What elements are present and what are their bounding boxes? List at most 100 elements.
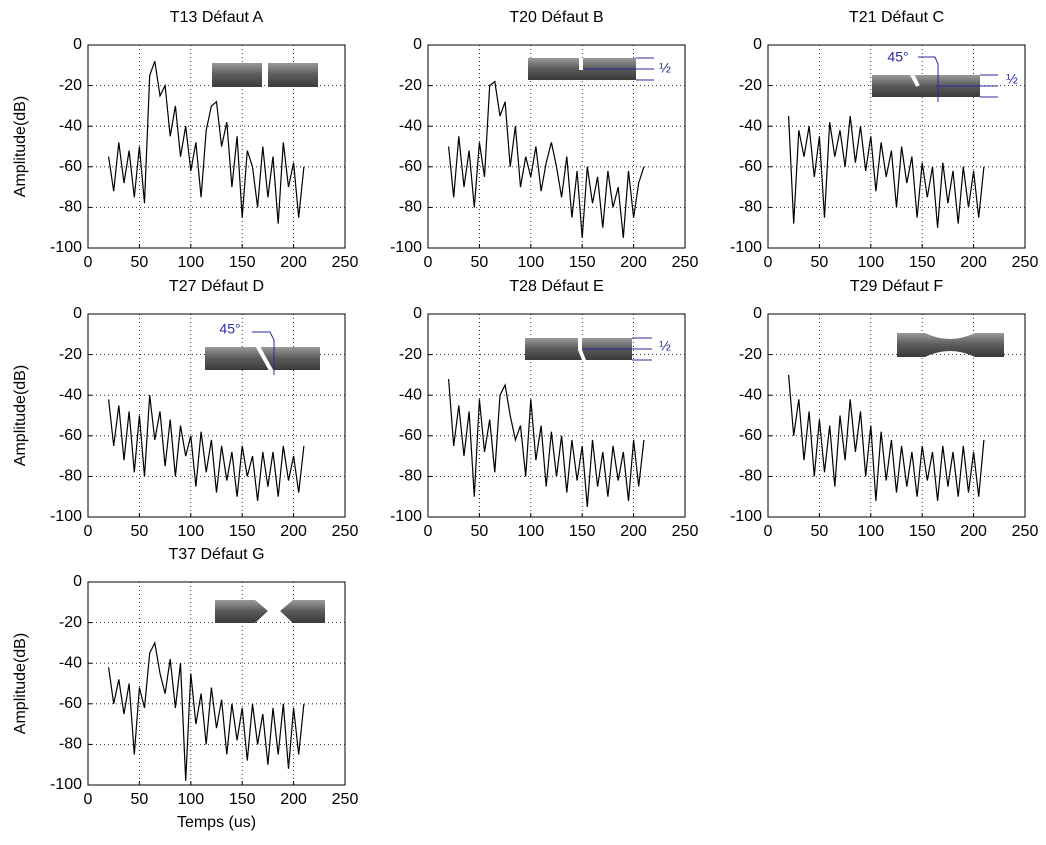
signal-line: [448, 80, 645, 238]
x-tick-label: 100: [517, 523, 544, 540]
x-tick-label: 50: [131, 523, 149, 540]
y-tick-label: -100: [50, 776, 82, 793]
plots: 0 50 100 150 200 250 -100 -80 -60 -40 -20 0 T13 Défa…: [12, 9, 1038, 831]
x-tick-label: 150: [229, 791, 256, 808]
axes-frame: [427, 44, 686, 249]
y-tick-label: 0: [753, 36, 762, 53]
y-tick-label: -80: [739, 468, 762, 485]
inset-d: [205, 331, 320, 375]
x-tick-label: 150: [229, 254, 256, 271]
x-tick-label: 100: [857, 254, 884, 271]
y-tick-label: -60: [739, 158, 762, 175]
x-tick-label: 250: [672, 523, 699, 540]
axes-frame: [87, 44, 346, 249]
chart-title: T21 Défaut C: [849, 9, 944, 26]
y-tick-label: -100: [50, 508, 82, 525]
x-tick-label: 0: [84, 791, 93, 808]
y-tick-label: -20: [399, 346, 422, 363]
y-tick-label: -20: [59, 346, 82, 363]
y-tick-label: -60: [59, 427, 82, 444]
y-axis-label: Amplitude(dB): [12, 365, 29, 466]
x-tick-label: 0: [84, 254, 93, 271]
chart-title: T29 Défaut F: [850, 278, 944, 295]
x-tick-label: 50: [811, 523, 829, 540]
x-tick-label: 150: [909, 523, 936, 540]
y-tick-label: -100: [730, 239, 762, 256]
signal-line: [108, 641, 305, 781]
axes-frame: [767, 44, 1026, 249]
y-tick-label: -80: [399, 199, 422, 216]
signal-line: [108, 60, 305, 224]
annotation: ½: [659, 338, 671, 354]
y-tick-label: -80: [59, 468, 82, 485]
y-tick-label: 0: [73, 573, 82, 590]
x-tick-label: 0: [764, 254, 773, 271]
x-tick-label: 200: [280, 791, 307, 808]
chart-title: T27 Défaut D: [169, 278, 264, 295]
x-tick-label: 150: [569, 523, 596, 540]
annotation: ½: [659, 60, 671, 76]
signal-line: [108, 395, 305, 501]
x-tick-label: 150: [909, 254, 936, 271]
x-tick-label: 200: [280, 254, 307, 271]
axes-frame: [87, 581, 346, 786]
annotation: 45°: [219, 321, 240, 337]
y-tick-label: -20: [399, 77, 422, 94]
annotation: 45°: [887, 49, 908, 65]
x-tick-label: 50: [471, 523, 489, 540]
chart-title: T13 Défaut A: [170, 9, 264, 26]
x-tick-label: 250: [332, 791, 359, 808]
y-tick-label: -40: [59, 117, 82, 134]
x-tick-label: 250: [1012, 523, 1039, 540]
y-tick-label: -60: [399, 158, 422, 175]
y-tick-label: -80: [739, 199, 762, 216]
axes-frame: [427, 313, 686, 518]
y-tick-label: -20: [739, 346, 762, 363]
inset-b: [528, 57, 654, 81]
x-tick-label: 250: [332, 254, 359, 271]
y-axis-label: Amplitude(dB): [12, 633, 29, 734]
y-tick-label: -80: [59, 199, 82, 216]
inset-a: [212, 63, 318, 87]
y-tick-label: -40: [399, 117, 422, 134]
signal-line: [788, 115, 985, 228]
y-tick-label: 0: [73, 36, 82, 53]
x-tick-label: 200: [620, 523, 647, 540]
x-tick-label: 100: [177, 791, 204, 808]
x-tick-label: 200: [960, 523, 987, 540]
x-tick-label: 250: [672, 254, 699, 271]
annotation: ½: [1006, 71, 1018, 87]
x-tick-label: 200: [620, 254, 647, 271]
x-tick-label: 100: [517, 254, 544, 271]
y-tick-label: -20: [59, 614, 82, 631]
y-axis-label: Amplitude(dB): [12, 96, 29, 197]
y-tick-label: -20: [739, 77, 762, 94]
y-tick-label: -80: [59, 736, 82, 753]
x-tick-label: 50: [471, 254, 489, 271]
y-tick-label: -80: [399, 468, 422, 485]
x-tick-label: 150: [569, 254, 596, 271]
y-tick-label: -40: [59, 654, 82, 671]
chart-title: T37 Défaut G: [168, 546, 264, 563]
y-tick-label: -40: [59, 386, 82, 403]
inset-g: [215, 600, 325, 623]
y-tick-label: -60: [59, 695, 82, 712]
x-tick-label: 100: [857, 523, 884, 540]
y-tick-label: 0: [73, 305, 82, 322]
x-tick-label: 150: [229, 523, 256, 540]
x-tick-label: 0: [424, 254, 433, 271]
y-tick-label: 0: [413, 305, 422, 322]
x-tick-label: 0: [764, 523, 773, 540]
inset-e: [525, 337, 652, 361]
x-tick-label: 0: [84, 523, 93, 540]
y-tick-label: 0: [753, 305, 762, 322]
x-tick-label: 50: [131, 254, 149, 271]
y-tick-label: -100: [50, 239, 82, 256]
y-tick-label: 0: [413, 36, 422, 53]
x-tick-label: 50: [811, 254, 829, 271]
inset-c: [872, 54, 998, 102]
inset-f: [897, 333, 1004, 357]
y-tick-label: -100: [390, 239, 422, 256]
axes-frame: [87, 313, 346, 518]
